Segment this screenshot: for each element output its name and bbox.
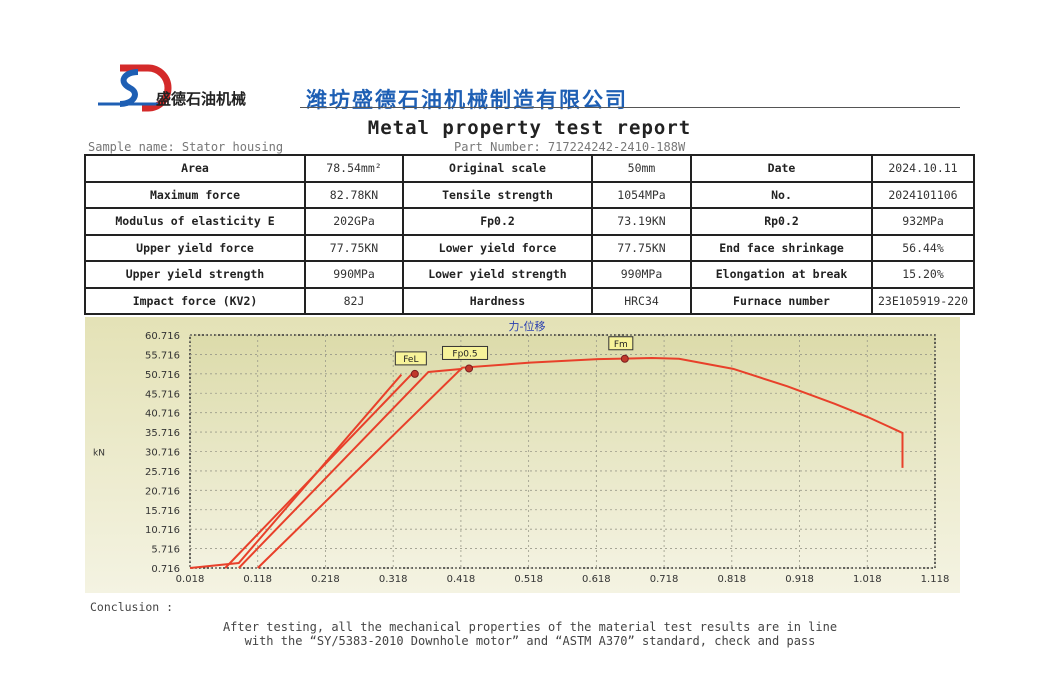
company-logo: 盛德石油机械 (98, 64, 246, 112)
property-value: 82.78KN (304, 180, 404, 209)
property-label: Lower yield force (402, 233, 593, 262)
table-row: Upper yield force 77.75KN Lower yield forc… (84, 233, 975, 262)
table-row: Upper yield strength 990MPa Lower yield st… (84, 260, 975, 289)
marker-label: FeL (403, 355, 418, 365)
y-tick-label: 0.716 (151, 564, 180, 575)
x-tick-label: 0.818 (717, 574, 746, 585)
header-divider (300, 107, 960, 108)
y-tick-label: 60.716 (145, 331, 180, 342)
x-tick-label: 0.618 (582, 574, 611, 585)
property-value: 73.19KN (591, 207, 692, 236)
marker-label-box (608, 336, 634, 351)
property-value: 77.75KN (591, 233, 692, 262)
property-label: Lower yield strength (402, 260, 593, 289)
x-tick-label: 0.518 (514, 574, 543, 585)
property-label: Tensile strength (402, 180, 593, 209)
property-label: Original scale (402, 154, 593, 183)
conclusion-text: After testing, all the mechanical proper… (80, 620, 980, 648)
y-tick-label: 55.716 (145, 350, 180, 361)
marker-point (465, 364, 474, 373)
y-tick-label: 5.716 (151, 545, 180, 556)
marker-label: Fm (614, 340, 628, 350)
property-label: No. (690, 180, 873, 209)
company-name: 潍坊盛德石油机械制造有限公司 (306, 88, 628, 112)
property-label: Date (690, 154, 873, 183)
x-tick-label: 0.918 (785, 574, 814, 585)
property-value: HRC34 (591, 286, 692, 315)
y-tick-label: 15.716 (145, 506, 180, 517)
y-tick-label: 30.716 (145, 448, 180, 459)
part-number: Part Number: 717224242-2410-188W (454, 140, 686, 154)
marker-label-box (442, 345, 489, 360)
force-displacement-line (189, 374, 403, 569)
y-tick-label: 10.716 (145, 525, 180, 536)
property-label: Upper yield strength (84, 260, 306, 289)
x-tick-label: 0.318 (379, 574, 408, 585)
property-value: 202GPa (304, 207, 404, 236)
property-label: Upper yield force (84, 233, 306, 262)
property-value: 56.44% (871, 233, 975, 262)
property-value: 77.75KN (304, 233, 404, 262)
conclusion-line-2: with the “SY/5383-2010 Downhole motor” a… (244, 634, 816, 648)
property-label: Impact force (KV2) (84, 286, 306, 315)
property-value: 990MPa (591, 260, 692, 289)
property-label: Elongation at break (690, 260, 873, 289)
marker-point (410, 369, 419, 378)
property-label: Maximum force (84, 180, 306, 209)
table-row: Impact force (KV2) 82J Hardness HRC34 Furnac… (84, 286, 975, 315)
property-value: 990MPa (304, 260, 404, 289)
x-tick-label: 0.718 (650, 574, 679, 585)
marker-point (620, 354, 629, 363)
property-value: 23E105919-220 (871, 286, 975, 315)
property-label: Furnace number (690, 286, 873, 315)
property-label: Area (84, 154, 306, 183)
y-tick-label: 50.716 (145, 370, 180, 381)
y-tick-label: 40.716 (145, 409, 180, 420)
x-tick-label: 1.018 (853, 574, 882, 585)
x-tick-label: 0.418 (447, 574, 476, 585)
property-value: 15.20% (871, 260, 975, 289)
x-tick-label: 0.118 (243, 574, 272, 585)
force-displacement-chart: 力-位移 0.018 0.118 0.218 0.318 0.418 0.518 0.618… (85, 317, 960, 593)
marker-label-box (394, 351, 427, 366)
conclusion-line-1: After testing, all the mechanical proper… (222, 620, 838, 634)
report-title: Metal property test report (367, 117, 692, 139)
property-value: 932MPa (871, 207, 975, 236)
svg-text:盛德石油机械: 盛德石油机械 (156, 90, 246, 108)
property-label: End face shrinkage (690, 233, 873, 262)
property-value: 50mm (591, 154, 692, 183)
property-label: Fp0.2 (402, 207, 593, 236)
y-tick-label: 45.716 (145, 389, 180, 400)
property-value: 82J (304, 286, 404, 315)
y-tick-label: 35.716 (145, 428, 180, 439)
sample-name: Sample name: Stator housing (88, 140, 284, 154)
property-label: Modulus of elasticity E (84, 207, 306, 236)
x-tick-label: 1.118 (921, 574, 950, 585)
x-tick-label: 0.018 (176, 574, 205, 585)
marker-label: Fp0.5 (452, 349, 477, 359)
table-row: Area 78.54mm² Original scale 50mm Date 2024.1… (84, 154, 975, 183)
table-row: Modulus of elasticity E 202GPa Fp0.2 73.19K… (84, 207, 975, 236)
property-label: Rp0.2 (690, 207, 873, 236)
property-value: 2024.10.11 (871, 154, 975, 183)
y-axis-label: kN (93, 449, 105, 459)
y-tick-label: 25.716 (145, 467, 180, 478)
property-value: 78.54mm² (304, 154, 404, 183)
chart-title: 力-位移 (509, 319, 546, 333)
property-value: 1054MPa (591, 180, 692, 209)
force-displacement-line (238, 367, 463, 569)
x-tick-label: 0.218 (311, 574, 340, 585)
table-row: Maximum force 82.78KN Tensile strength 1054… (84, 180, 975, 209)
properties-table: Area 78.54mm² Original scale 50mm Date 2024.1… (84, 154, 975, 315)
force-displacement-line (224, 370, 416, 569)
property-label: Hardness (402, 286, 593, 315)
y-tick-label: 20.716 (145, 486, 180, 497)
property-value: 2024101106 (871, 180, 975, 209)
conclusion-heading: Conclusion : (90, 600, 174, 614)
force-displacement-line (257, 356, 904, 569)
